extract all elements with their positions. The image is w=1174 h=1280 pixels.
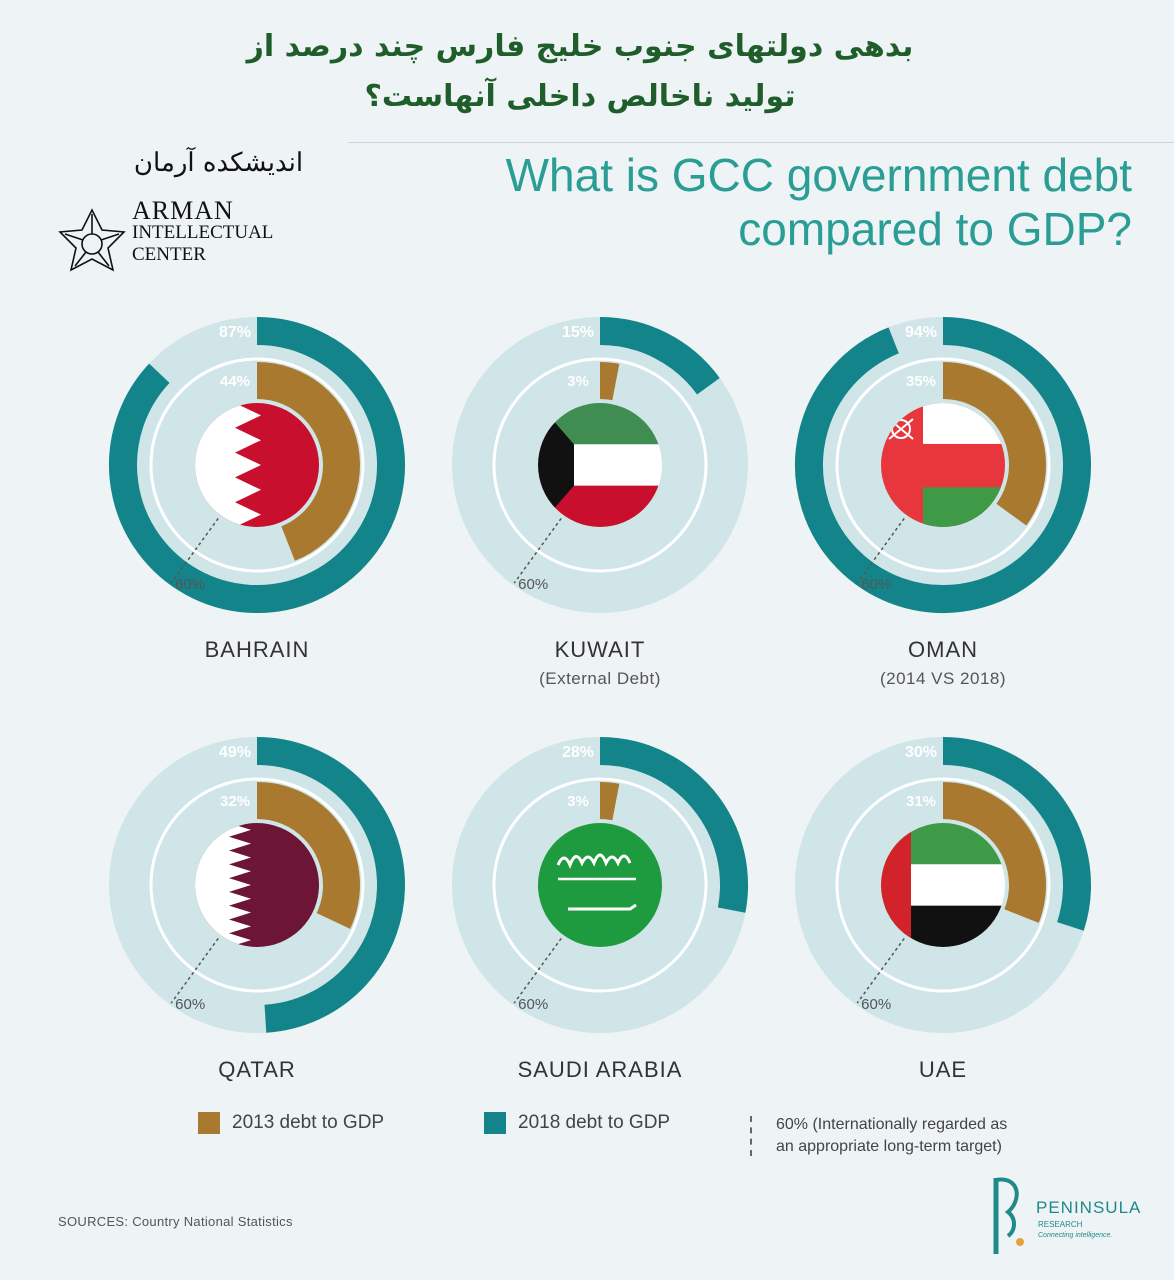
uae-flag-icon: [881, 823, 1005, 947]
legend-label-2018: 2018 debt to GDP: [518, 1112, 671, 1134]
reference-label-60: 60%: [175, 576, 205, 593]
bar-2018-kuwait: [599, 317, 720, 395]
country-label-kuwait: KUWAIT (External Debt): [400, 637, 800, 689]
legend-item-reference: 60% (Internationally regarded as an appr…: [750, 1114, 1007, 1158]
brand-tagline: Connecting intelligence.: [1038, 1232, 1113, 1239]
reference-line-60: [513, 937, 562, 1004]
chart-title-line1: What is GCC government debt: [505, 149, 1132, 201]
country-label-oman: OMAN (2014 VS 2018): [743, 637, 1143, 689]
reference-label-60: 60%: [861, 996, 891, 1013]
saudi-arabia-flag-icon: [538, 823, 662, 947]
data-label-2018: 87%: [219, 324, 251, 341]
arman-emblem-icon: [58, 208, 126, 272]
inner-ring: [835, 777, 1051, 993]
logo-persian-text: اندیشکده آرمان: [133, 148, 304, 178]
country-name: OMAN: [908, 637, 978, 662]
data-label-2018: 15%: [562, 324, 594, 341]
inner-ring: [492, 777, 708, 993]
persian-title: بدهی دولتهای جنوب خلیج فارس چند درصد از …: [230, 22, 930, 122]
donut-chart-kuwait: 60% 15% 3%: [452, 317, 748, 613]
legend-ref-line1: 60% (Internationally regarded as: [776, 1116, 1008, 1133]
donut-chart-qatar: 60% 49% 32%: [109, 737, 406, 1033]
persian-title-line1: بدهی دولتهای جنوب خلیج فارس چند درصد از: [246, 29, 914, 64]
country-name: KUWAIT: [554, 637, 646, 662]
inner-ring: [149, 357, 365, 573]
country-label-uae: UAE: [743, 1057, 1143, 1083]
logo-line3: CENTER: [132, 244, 206, 265]
reference-label-60: 60%: [518, 996, 548, 1013]
logo-english-text: ARMAN INTELLECTUAL CENTER: [132, 196, 274, 266]
inner-ring: [835, 357, 1051, 573]
reference-label-60: 60%: [175, 996, 205, 1013]
data-label-2013: 31%: [906, 793, 936, 810]
reference-line-60: [856, 517, 905, 584]
data-label-2013: 35%: [906, 373, 936, 390]
peninsula-mark-icon: [993, 1177, 1024, 1254]
country-label-bahrain: BAHRAIN: [57, 637, 457, 663]
qatar-flag-icon: [195, 823, 319, 947]
legend-swatch-2013: [198, 1112, 220, 1134]
country-name: SAUDI ARABIA: [517, 1057, 683, 1082]
legend-dash-line: [750, 1116, 752, 1156]
logo-line1: ARMAN: [132, 196, 234, 225]
reference-line-60: [513, 517, 562, 584]
data-label-2013: 3%: [567, 793, 589, 810]
reference-line-60: [170, 517, 219, 584]
persian-title-line2: تولید ناخالص داخلی آنهاست؟: [364, 79, 796, 114]
legend-item-2013: 2013 debt to GDP: [198, 1112, 384, 1134]
country-name: BAHRAIN: [204, 637, 310, 662]
country-name: QATAR: [218, 1057, 296, 1082]
reference-line-60: [856, 937, 905, 1004]
legend-ref-line2: an appropriate long-term target): [776, 1138, 1002, 1155]
country-subtitle: (2014 VS 2018): [879, 669, 1007, 688]
brand-sub: RESEARCH: [1038, 1220, 1083, 1229]
bar-2018-oman: [795, 317, 1091, 613]
kuwait-flag-icon: [538, 403, 662, 527]
chart-title: What is GCC government debt compared to …: [506, 148, 1132, 256]
bar-2018-saudi-arabia: [599, 737, 748, 913]
country-name: UAE: [918, 1057, 968, 1082]
header-divider: [348, 142, 1174, 143]
reference-label-60: 60%: [518, 576, 548, 593]
data-label-2018: 30%: [905, 744, 937, 761]
brand-name: PENINSULA: [1036, 1198, 1142, 1217]
donut-chart-bahrain: 60% 87% 44%: [109, 317, 405, 613]
data-label-2018: 28%: [562, 744, 594, 761]
donut-chart-uae: 60% 30% 31%: [795, 737, 1091, 1033]
data-label-2013: 44%: [220, 373, 250, 390]
oman-flag-icon: [881, 403, 1005, 527]
reference-line-60: [170, 937, 219, 1004]
arman-logo: اندیشکده آرمان ARMAN INTELLECTUAL CENTER: [52, 148, 312, 288]
country-label-qatar: QATAR: [57, 1057, 457, 1083]
chart-title-line2: compared to GDP?: [738, 203, 1132, 255]
peninsula-logo: PENINSULA RESEARCH Connecting intelligen…: [986, 1170, 1156, 1260]
bahrain-flag-icon: [195, 403, 319, 527]
data-label-2013: 32%: [220, 793, 250, 810]
legend-swatch-2018: [484, 1112, 506, 1134]
logo-line2: INTELLECTUAL: [132, 222, 274, 243]
donut-chart-saudi-arabia: 60% 28% 3%: [452, 737, 748, 1033]
donut-chart-oman: 60% 94% 35%: [795, 317, 1091, 613]
bar-2018-uae: [942, 737, 1091, 931]
bar-2018-bahrain: [109, 317, 405, 613]
bar-2018-qatar: [256, 737, 406, 1033]
inner-ring: [149, 777, 365, 993]
country-subtitle: (External Debt): [539, 669, 661, 688]
data-label-2013: 3%: [567, 373, 589, 390]
data-label-2018: 49%: [219, 744, 251, 761]
inner-ring: [492, 357, 708, 573]
data-label-2018: 94%: [905, 324, 937, 341]
sources-note: SOURCES: Country National Statistics: [58, 1214, 293, 1229]
reference-label-60: 60%: [861, 576, 891, 593]
country-label-saudi-arabia: SAUDI ARABIA: [400, 1057, 800, 1083]
legend-item-2018: 2018 debt to GDP: [484, 1112, 670, 1134]
debt-donut-charts: 60% 87% 44% 60% 15% 3% 60% 94% 35% 60% 49% 32% 60% 28…: [109, 317, 1091, 1033]
legend-label-2013: 2013 debt to GDP: [232, 1112, 385, 1134]
